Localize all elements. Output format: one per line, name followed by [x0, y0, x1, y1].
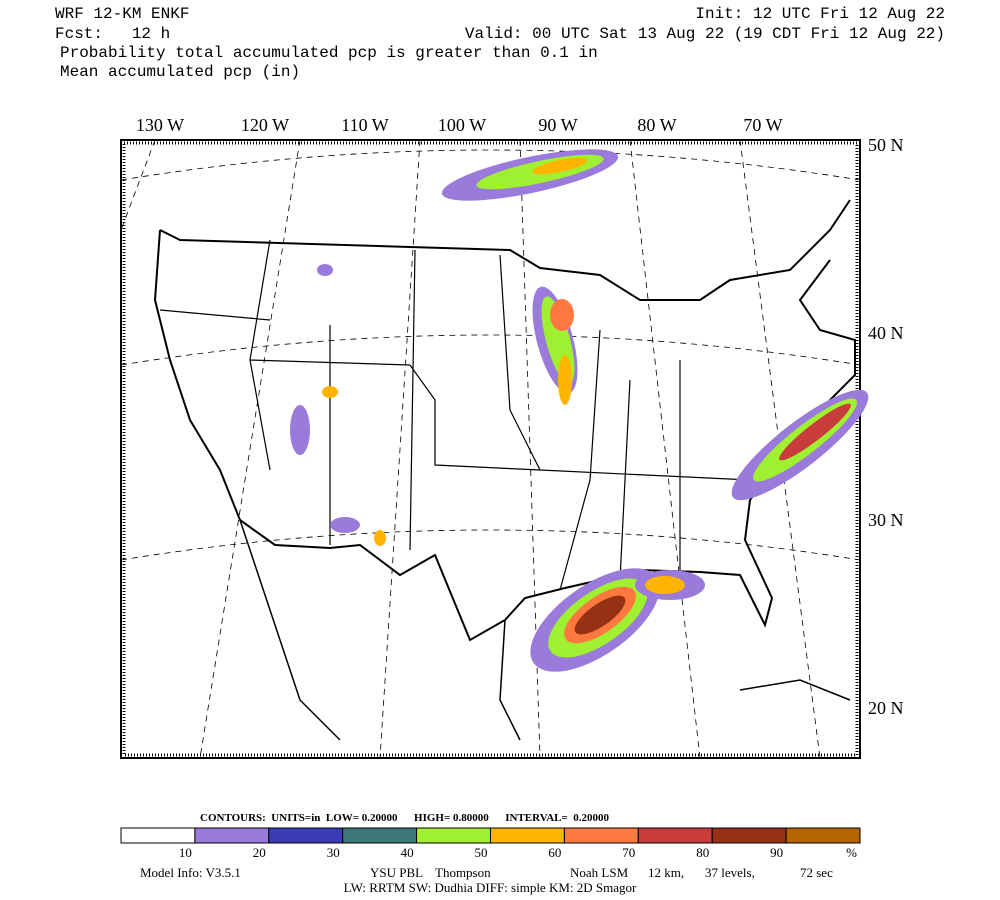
- colorbar-segment: [120, 827, 196, 844]
- colorbar-label: 50: [475, 845, 488, 860]
- colorbar-label: 40: [401, 845, 414, 860]
- longitude-label: 110 W: [341, 115, 389, 135]
- colorbar-label: 20: [253, 845, 266, 860]
- map: [120, 139, 869, 759]
- latitude-label: 30 N: [868, 510, 904, 530]
- colorbar-label: 10: [179, 845, 192, 860]
- field-description: Mean accumulated pcp (in): [60, 63, 300, 81]
- colorbar-label: %: [846, 845, 857, 860]
- latitude-label: 40 N: [868, 323, 904, 343]
- colorbar-segment: [194, 827, 270, 844]
- field-description: Probability total accumulated pcp is gre…: [60, 44, 598, 62]
- colorbar-segment: [563, 827, 639, 844]
- longitude-labels: 130 W 120 W 110 W 100 W 90 W 80 W 70 W: [136, 115, 783, 135]
- latitude-labels: 50 N 40 N 30 N 20 N: [868, 135, 904, 718]
- forecast-hour: Fcst: 12 h: [55, 25, 170, 43]
- valid-time: Valid: 00 UTC Sat 13 Aug 22 (19 CDT Fri …: [465, 25, 945, 43]
- colorbar-label: 80: [696, 845, 709, 860]
- longitude-label: 100 W: [438, 115, 486, 135]
- colorbar-label: 30: [327, 845, 340, 860]
- model-info: Model Info: V3.5.1 YSU PBL Thompson Noah LS…: [140, 865, 833, 880]
- model-info-item: 37 levels,: [705, 865, 755, 880]
- model-info-item: 12 km,: [648, 865, 684, 880]
- model-info-item: Thompson: [435, 865, 491, 880]
- longitude-label: 80 W: [637, 115, 676, 135]
- longitude-label: 130 W: [136, 115, 184, 135]
- longitude-label: 70 W: [743, 115, 782, 135]
- colorbar-label: 60: [548, 845, 561, 860]
- model-info-line: LW: RRTM SW: Dudhia DIFF: simple KM: 2D …: [344, 880, 637, 895]
- model-info-item: YSU PBL: [370, 865, 423, 880]
- precip-area: [290, 149, 869, 672]
- model-info-item: Noah LSM: [570, 865, 629, 880]
- colorbar-segment: [342, 827, 418, 844]
- init-time: Init: 12 UTC Fri 12 Aug 22: [695, 5, 945, 23]
- model-info-item: Model Info: V3.5.1: [140, 865, 241, 880]
- longitude-label: 120 W: [241, 115, 289, 135]
- latitude-label: 50 N: [868, 135, 904, 155]
- colorbar-label: 70: [622, 845, 635, 860]
- colorbar-segment: [711, 827, 787, 844]
- model-title: WRF 12-KM ENKF: [55, 5, 189, 23]
- contour-info: CONTOURS: UNITS=in LOW= 0.20000 HIGH= 0.…: [200, 812, 610, 824]
- longitude-label: 90 W: [538, 115, 577, 135]
- colorbar-segment: [416, 827, 492, 844]
- colorbar-segment: [785, 827, 861, 844]
- colorbar-segment: [490, 827, 565, 844]
- colorbar-segment: [637, 827, 713, 844]
- colorbar-segment: [268, 827, 344, 844]
- latitude-label: 20 N: [868, 698, 904, 718]
- model-info-item: 72 sec: [800, 865, 833, 880]
- colorbar: 10 20 30 40 50 60 70 80 90%: [120, 827, 861, 860]
- colorbar-label: 90: [770, 845, 783, 860]
